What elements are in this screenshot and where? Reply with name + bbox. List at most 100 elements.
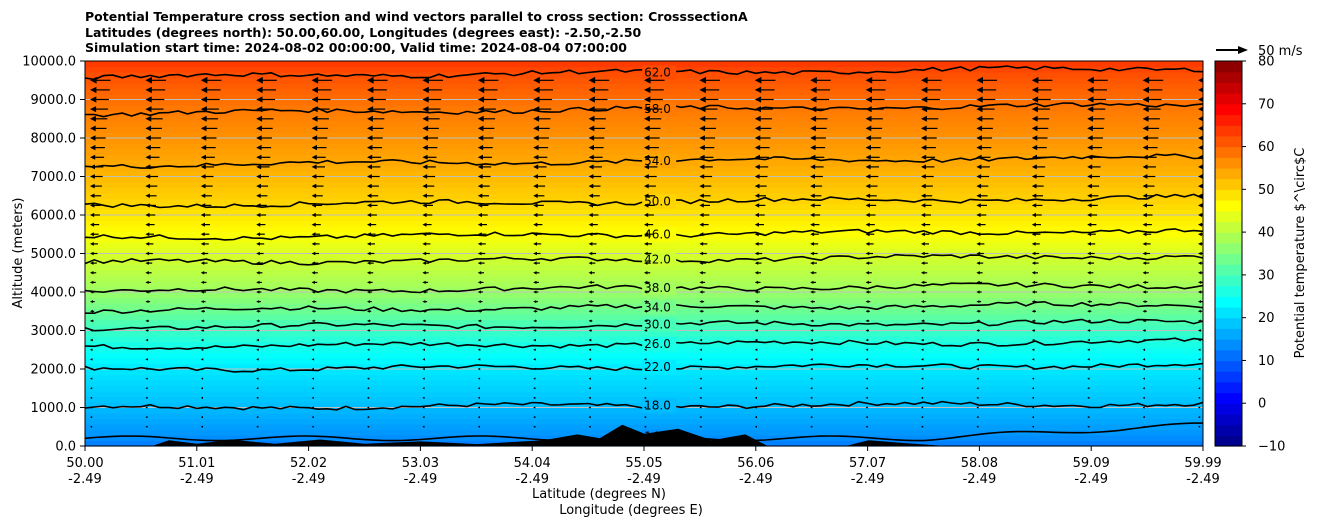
colorbar-segment	[1215, 146, 1242, 158]
wind-vector-head	[256, 125, 262, 132]
wind-vector-head	[1087, 387, 1090, 390]
wind-vector-head	[90, 261, 94, 265]
wind-vector-head	[1087, 242, 1091, 246]
wind-vector-head	[865, 300, 869, 304]
wind-vector-head	[367, 348, 370, 351]
wind-vector-head	[367, 125, 373, 132]
wind-vector-head	[810, 193, 815, 198]
wind-vector-head	[865, 232, 870, 237]
colorbar-label: Potential temperature $^\circ$C	[1293, 148, 1308, 359]
wind-vector-head	[422, 358, 425, 361]
field-band	[85, 264, 1203, 271]
wind-vector-head	[699, 164, 705, 170]
wind-vector-head	[754, 183, 760, 189]
wind-vector-head	[367, 164, 372, 170]
contour-label-34.0: 34.0	[644, 300, 671, 314]
wind-vector-head	[699, 106, 706, 113]
wind-vector-head	[367, 338, 370, 342]
wind-vector-head	[311, 174, 317, 179]
wind-vector-head	[145, 242, 150, 246]
quiver-key: 50 m/s	[1216, 44, 1303, 59]
wind-vector-head	[200, 319, 204, 323]
wind-vector-head	[367, 203, 372, 208]
colorbar-frame	[1214, 60, 1243, 447]
wind-vector-head	[422, 396, 425, 399]
wind-vector-head	[256, 338, 259, 342]
wind-vector-head	[976, 416, 979, 419]
wind-vector-head	[699, 154, 705, 160]
x-tick-label-lon: -2.49	[627, 472, 661, 487]
wind-vector-head	[311, 115, 318, 122]
wind-vector-head	[200, 348, 204, 351]
wind-vector-head	[533, 183, 538, 189]
y-tick-label: 1000.0	[31, 401, 77, 416]
wind-vector-head	[810, 290, 814, 294]
wind-vector-head	[865, 212, 870, 218]
wind-vector-head	[810, 222, 815, 227]
wind-vector-head	[533, 358, 536, 361]
wind-vector-head	[1198, 242, 1202, 246]
wind-vector-head	[1087, 348, 1090, 351]
colorbar-segment	[1215, 360, 1242, 372]
wind-vector-head	[976, 212, 981, 218]
wind-vector-head	[256, 416, 259, 419]
wind-vector-head	[422, 271, 426, 275]
wind-vector-head	[477, 329, 481, 332]
wind-vector-head	[588, 261, 593, 265]
wind-vector-head	[1142, 144, 1148, 151]
wind-vector-head	[588, 319, 592, 323]
wind-vector-head	[1142, 338, 1146, 342]
wind-vector-head	[200, 96, 208, 103]
wind-vector-head	[1031, 280, 1036, 284]
wind-vector-head	[1087, 338, 1090, 342]
wind-vector-head	[1031, 76, 1039, 84]
wind-vector-head	[699, 242, 704, 246]
wind-vector-head	[145, 222, 150, 227]
wind-vector-head	[477, 125, 484, 132]
wind-vector-head	[533, 222, 538, 227]
wind-vector-head	[699, 348, 702, 351]
wind-vector-head	[1031, 338, 1035, 342]
wind-vector-head	[422, 416, 425, 419]
wind-vector-head	[90, 164, 95, 170]
contour-label-46.0: 46.0	[644, 227, 671, 241]
wind-vector-head	[810, 212, 815, 218]
wind-vector-head	[1142, 154, 1148, 160]
wind-vector-head	[256, 183, 261, 189]
wind-vector-head	[200, 222, 205, 227]
colorbar-segment	[1215, 221, 1242, 233]
wind-vector-head	[1142, 406, 1145, 409]
field-band	[85, 391, 1203, 398]
wind-vector-head	[754, 154, 760, 160]
wind-vector-head	[533, 309, 537, 313]
field-band	[85, 352, 1203, 359]
wind-vector-head	[477, 222, 482, 227]
wind-vector-head	[588, 377, 591, 380]
wind-vector-head	[644, 203, 649, 208]
wind-vector-head	[1142, 242, 1147, 246]
wind-vector-head	[256, 86, 263, 94]
wind-vector-head	[367, 76, 374, 84]
wind-vector-head	[200, 416, 203, 419]
wind-vector-head	[699, 309, 703, 313]
wind-vector-head	[865, 290, 869, 294]
wind-vector-head	[90, 203, 95, 208]
wind-vector-head	[976, 164, 982, 170]
quiver-key-arrowhead	[1238, 46, 1248, 54]
wind-vector-head	[1087, 193, 1092, 198]
wind-vector-head	[145, 300, 149, 304]
wind-vector-head	[588, 290, 592, 294]
wind-vector-head	[699, 367, 702, 371]
wind-vector-head	[588, 76, 596, 84]
wind-vector-head	[976, 115, 983, 122]
wind-vector-head	[200, 425, 203, 428]
wind-vector-head	[311, 242, 316, 246]
wind-vector-head	[699, 174, 705, 179]
colorbar-segment	[1215, 253, 1242, 265]
wind-vector-head	[1198, 290, 1202, 294]
field-band	[85, 132, 1203, 139]
wind-vector-head	[1087, 367, 1090, 371]
wind-vector-head	[200, 76, 208, 84]
wind-vector-head	[145, 348, 148, 351]
wind-vector-head	[1087, 125, 1093, 132]
